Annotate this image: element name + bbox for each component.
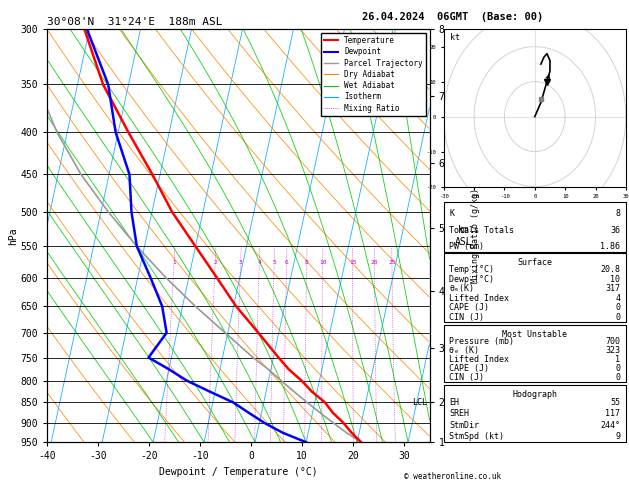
Text: Lifted Index: Lifted Index (449, 355, 509, 364)
Text: PW (cm): PW (cm) (449, 242, 484, 251)
Text: © weatheronline.co.uk: © weatheronline.co.uk (404, 472, 501, 481)
Text: Most Unstable: Most Unstable (503, 330, 567, 339)
Text: 30°08'N  31°24'E  188m ASL: 30°08'N 31°24'E 188m ASL (47, 17, 223, 27)
Bar (443, 203, 626, 252)
Text: 20.8: 20.8 (601, 265, 620, 274)
Text: 3: 3 (238, 260, 242, 265)
Text: 26.04.2024  06GMT  (Base: 00): 26.04.2024 06GMT (Base: 00) (362, 12, 543, 22)
Text: EH: EH (449, 398, 459, 407)
Text: Hodograph: Hodograph (512, 390, 557, 399)
Bar (443, 253, 626, 322)
Legend: Temperature, Dewpoint, Parcel Trajectory, Dry Adiabat, Wet Adiabat, Isotherm, Mi: Temperature, Dewpoint, Parcel Trajectory… (321, 33, 426, 116)
Text: 1: 1 (172, 260, 175, 265)
Text: 0: 0 (615, 364, 620, 373)
Text: Pressure (mb): Pressure (mb) (449, 337, 514, 346)
Text: 0: 0 (615, 313, 620, 322)
Text: 25: 25 (388, 260, 396, 265)
Text: 4: 4 (615, 294, 620, 303)
Text: Totals Totals: Totals Totals (449, 226, 514, 235)
Text: 10: 10 (319, 260, 326, 265)
Text: Mixing Ratio (g/kg): Mixing Ratio (g/kg) (471, 188, 481, 283)
Text: 1.86: 1.86 (601, 242, 620, 251)
Text: 8: 8 (615, 209, 620, 218)
Bar (443, 385, 626, 442)
Text: θₑ (K): θₑ (K) (449, 346, 479, 355)
Y-axis label: km
ASL: km ASL (455, 225, 473, 246)
Text: Surface: Surface (517, 258, 552, 267)
Text: 2: 2 (213, 260, 217, 265)
Text: 1: 1 (615, 355, 620, 364)
Text: kt: kt (450, 33, 460, 42)
Text: 20: 20 (370, 260, 378, 265)
Text: Lifted Index: Lifted Index (449, 294, 509, 303)
Text: 6: 6 (285, 260, 288, 265)
Text: 700: 700 (605, 337, 620, 346)
Text: CAPE (J): CAPE (J) (449, 303, 489, 312)
Text: Dewp (°C): Dewp (°C) (449, 275, 494, 284)
Text: K: K (449, 209, 454, 218)
Text: CIN (J): CIN (J) (449, 313, 484, 322)
Text: 5: 5 (272, 260, 276, 265)
Text: LCL: LCL (412, 398, 427, 407)
Text: 36: 36 (610, 226, 620, 235)
Text: 244°: 244° (601, 421, 620, 430)
Y-axis label: hPa: hPa (8, 227, 18, 244)
Text: StmDir: StmDir (449, 421, 479, 430)
Text: 15: 15 (349, 260, 356, 265)
Bar (443, 325, 626, 382)
Text: 9: 9 (615, 432, 620, 441)
Text: Temp (°C): Temp (°C) (449, 265, 494, 274)
Text: SREH: SREH (449, 409, 469, 418)
X-axis label: Dewpoint / Temperature (°C): Dewpoint / Temperature (°C) (159, 467, 318, 477)
Text: StmSpd (kt): StmSpd (kt) (449, 432, 504, 441)
Text: 317: 317 (605, 284, 620, 293)
Text: 4: 4 (257, 260, 261, 265)
Text: 55: 55 (610, 398, 620, 407)
Text: 323: 323 (605, 346, 620, 355)
Text: CAPE (J): CAPE (J) (449, 364, 489, 373)
Text: CIN (J): CIN (J) (449, 373, 484, 382)
Text: 117: 117 (605, 409, 620, 418)
Text: 0: 0 (615, 303, 620, 312)
Text: 8: 8 (304, 260, 308, 265)
Text: 0: 0 (615, 373, 620, 382)
Text: 10: 10 (610, 275, 620, 284)
Text: θₑ(K): θₑ(K) (449, 284, 474, 293)
